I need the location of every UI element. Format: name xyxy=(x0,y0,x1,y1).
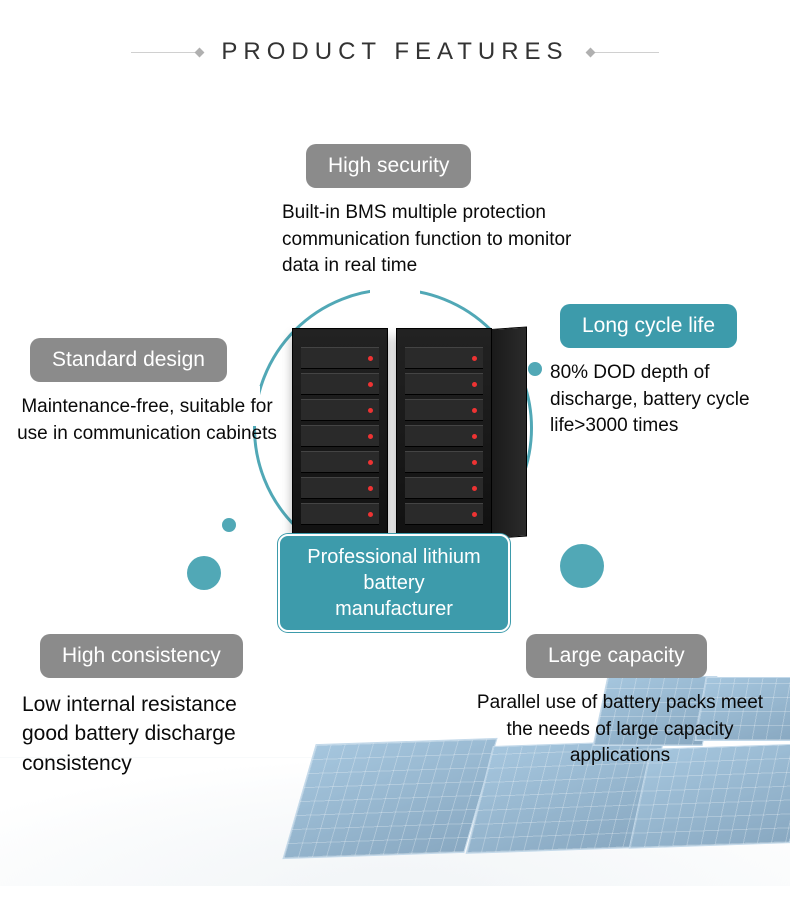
accent-dot xyxy=(187,556,221,590)
ring-gap xyxy=(370,281,420,295)
center-badge: Professional lithiumbattery manufacturer xyxy=(278,534,510,632)
feature-desc-high-consistency: Low internal resistance good battery dis… xyxy=(22,690,272,778)
page-title: PRODUCT FEATURES xyxy=(221,38,568,66)
feature-desc-long-cycle-life: 80% DOD depth of discharge, battery cycl… xyxy=(550,360,772,440)
feature-pill-standard-design: Standard design xyxy=(30,338,227,382)
page-header: PRODUCT FEATURES xyxy=(0,0,790,66)
connector-dot xyxy=(528,362,542,376)
feature-desc-high-security: Built-in BMS multiple protection communi… xyxy=(282,200,602,280)
feature-pill-long-cycle-life: Long cycle life xyxy=(560,304,737,348)
solar-panel xyxy=(282,738,497,859)
feature-pill-high-consistency: High consistency xyxy=(40,634,243,678)
feature-desc-large-capacity: Parallel use of battery packs meet the n… xyxy=(474,690,766,770)
feature-pill-large-capacity: Large capacity xyxy=(526,634,707,678)
feature-desc-standard-design: Maintenance-free, suitable for use in co… xyxy=(12,394,282,447)
product-image xyxy=(280,314,504,538)
battery-cabinet xyxy=(292,328,388,538)
battery-cabinet xyxy=(396,328,492,538)
cabinet-door xyxy=(491,326,527,539)
header-rule-left xyxy=(131,52,201,53)
feature-pill-high-security: High security xyxy=(306,144,471,188)
header-rule-right xyxy=(589,52,659,53)
accent-dot xyxy=(560,544,604,588)
infographic-canvas: Professional lithiumbattery manufacturer… xyxy=(0,66,790,886)
connector-dot xyxy=(222,518,236,532)
